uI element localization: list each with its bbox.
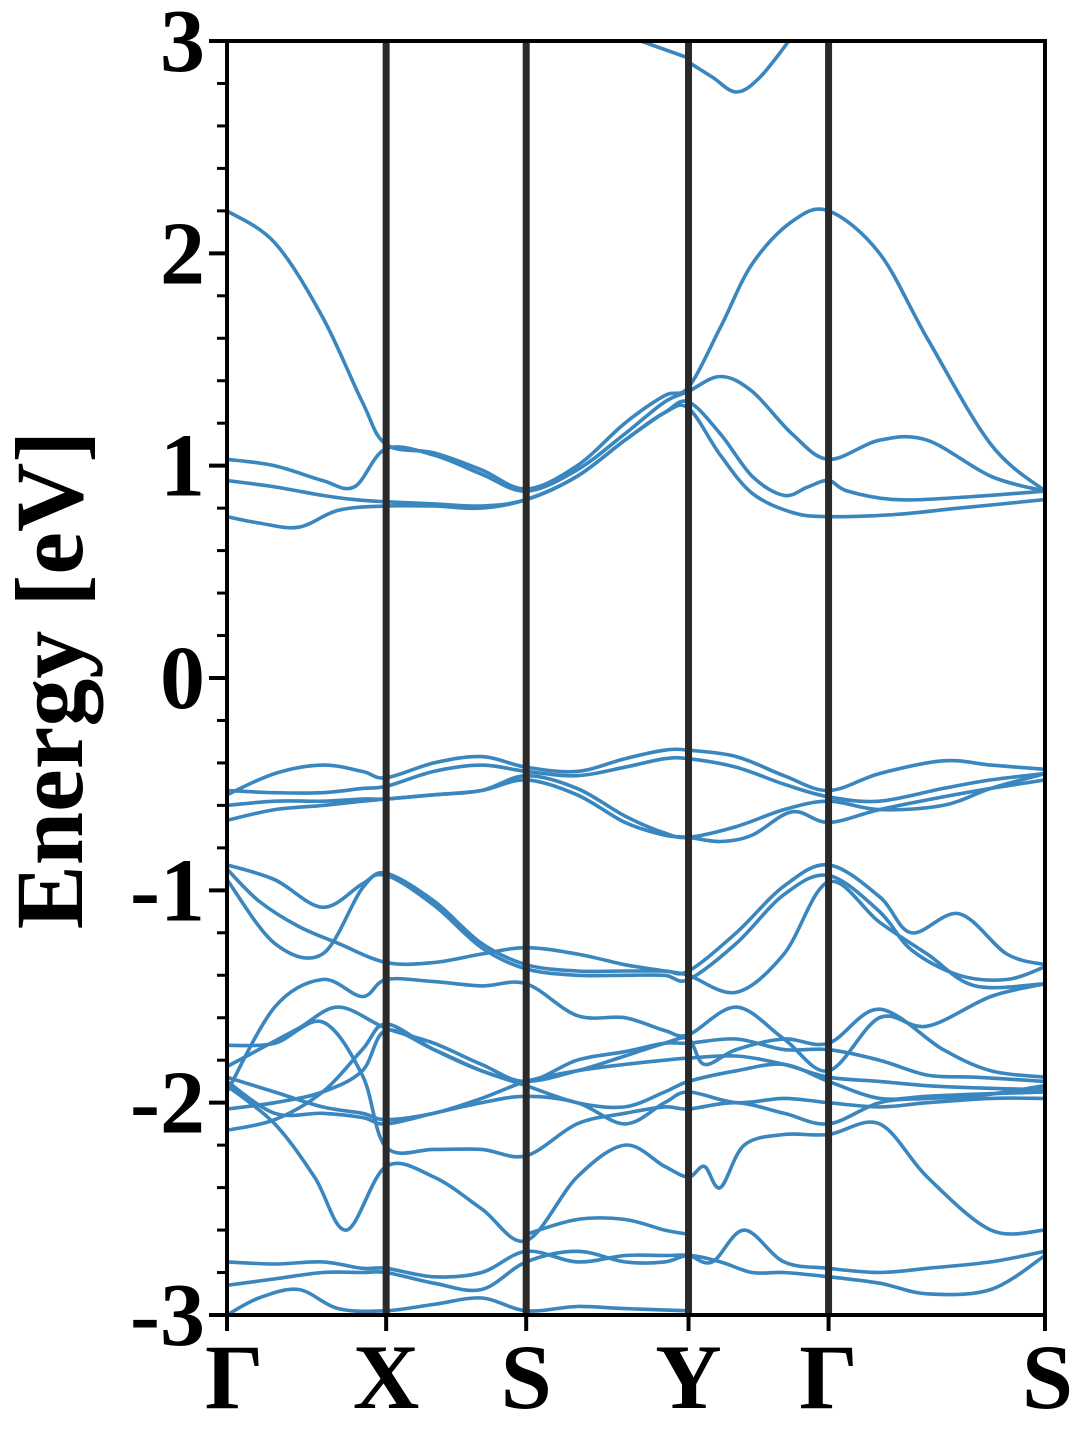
k-point-label: S (1022, 1326, 1073, 1428)
band-line-14 (227, 976, 1045, 1094)
band-line-10 (227, 778, 1045, 844)
y-axis-label: Energy [eV] (0, 431, 103, 930)
band-line-3 (227, 399, 1045, 508)
band-line-2 (227, 374, 1045, 493)
band-line-23 (227, 1249, 1045, 1297)
band-line-25 (227, 1287, 691, 1315)
band-line-24 (524, 1216, 691, 1237)
band-line-1 (227, 207, 1045, 493)
band-line-4 (227, 403, 1045, 530)
plot-frame (225, 39, 1047, 1317)
k-point-label: S (501, 1326, 552, 1428)
y-tick-label: 2 (160, 204, 205, 303)
band-lines (227, 41, 1045, 1315)
band-line-8 (227, 755, 1045, 804)
y-tick-label: 3 (160, 0, 205, 91)
y-tick-label: -2 (130, 1054, 205, 1153)
k-point-label: Y (655, 1326, 721, 1428)
band-line-20 (227, 1079, 1045, 1126)
band-line-12 (227, 872, 1045, 983)
y-tick-label: 0 (160, 629, 205, 728)
high-symmetry-dividers (382, 41, 833, 1315)
k-point-label: X (353, 1326, 419, 1428)
band-line-18 (227, 1028, 1045, 1111)
band-line-15 (227, 1019, 1045, 1159)
k-point-label: Γ (205, 1326, 264, 1428)
band-line-7 (227, 747, 1045, 797)
y-tick-label: -1 (130, 841, 205, 940)
y-tick-label: -3 (130, 1266, 205, 1365)
band-line-13 (227, 867, 1045, 995)
band-line-5 (686, 41, 792, 94)
band-line-22 (227, 1228, 1045, 1279)
y-tick-label: 1 (160, 417, 205, 516)
k-point-label: Γ (799, 1326, 858, 1428)
y-ticks: -3 -2 -1 0 1 2 3 (130, 0, 227, 1365)
band-line-16 (227, 1005, 1045, 1084)
band-line-6 (639, 41, 691, 60)
band-line-21 (227, 1083, 1045, 1244)
band-line-19 (227, 1007, 1045, 1133)
band-line-17 (227, 1053, 1045, 1122)
